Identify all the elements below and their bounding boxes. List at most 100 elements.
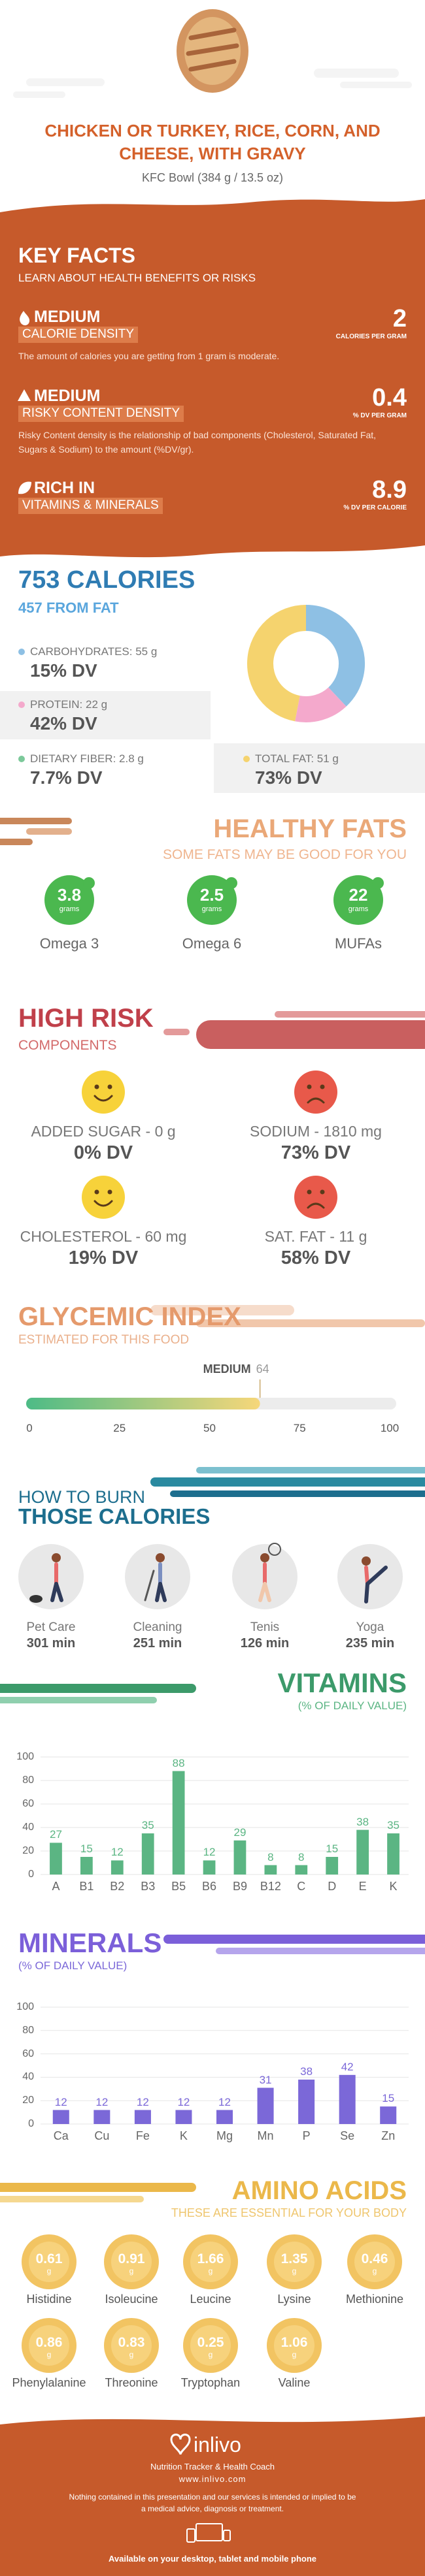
activity-icons: [18, 1543, 403, 1609]
macro-dv: 73% DV: [255, 767, 322, 788]
amino-unit: g: [292, 2266, 297, 2276]
bar: [172, 1771, 185, 1875]
x-tick-label: A: [52, 1880, 60, 1893]
face: [294, 1176, 337, 1219]
fat-circle-dot: [226, 877, 237, 889]
macro-dv: 7.7% DV: [30, 767, 103, 788]
footer-availability: Available on your desktop, tablet and mo…: [108, 2554, 317, 2564]
bar-value-label: 15: [382, 2092, 395, 2105]
risk-dv: 19% DV: [68, 1248, 139, 1268]
bar: [50, 1843, 62, 1875]
gauge-level: MEDIUM: [203, 1362, 251, 1376]
fact-value: 8.9: [372, 476, 407, 504]
section-title: AMINO ACIDS: [231, 2176, 407, 2205]
x-tick-label: Ca: [53, 2129, 69, 2142]
bar-value-label: 88: [172, 1756, 185, 1769]
bar-value-label: 35: [387, 1819, 400, 1831]
amino-value: 0.61: [35, 2251, 63, 2266]
calories-title: 753 CALORIES: [18, 566, 196, 594]
face-eye: [94, 1084, 99, 1089]
chart-subtitle: (% OF DAILY VALUE): [298, 1699, 407, 1712]
amino-unit: g: [292, 2350, 297, 2359]
bar: [380, 2106, 397, 2124]
fact-name: CALORIE DENSITY: [18, 327, 139, 343]
activity-time: 301 min: [26, 1636, 76, 1650]
macro-label: PROTEIN: 22 g: [30, 698, 108, 711]
calories-from-fat: 457 FROM FAT: [18, 600, 119, 616]
fat-circle-dot: [83, 877, 95, 889]
amino-circle-inner: [190, 2325, 231, 2366]
risk-decor: [163, 1011, 425, 1049]
amino-circle-inner: [111, 2242, 152, 2282]
fat-value: 3.8: [57, 885, 82, 905]
y-tick-label: 80: [22, 2024, 34, 2036]
bar-value-label: 12: [177, 2095, 190, 2108]
food-image: [177, 9, 248, 93]
x-tick-label: Fe: [135, 2129, 150, 2142]
amino-value: 1.35: [280, 2251, 308, 2266]
amino-unit: g: [208, 2266, 213, 2276]
bar-value-label: 8: [298, 1850, 305, 1863]
risk-label: ADDED SUGAR - 0 g: [31, 1123, 176, 1140]
amino-value: 0.91: [118, 2251, 145, 2266]
activity-name: Yoga: [356, 1620, 384, 1634]
macro-dot: [18, 756, 25, 762]
bar: [134, 2110, 151, 2124]
fats-decor: [0, 818, 72, 845]
bar: [80, 1857, 93, 1875]
x-tick-label: Cu: [94, 2129, 110, 2142]
face-eye: [107, 1189, 112, 1195]
chart-subtitle: (% OF DAILY VALUE): [18, 1959, 128, 1972]
amino-value: 0.25: [197, 2335, 224, 2350]
bar: [387, 1833, 400, 1875]
bar: [298, 2079, 315, 2124]
chart-title: MINERALS: [18, 1927, 162, 1958]
footer-tagline: Nutrition Tracker & Health Coach: [150, 2462, 275, 2471]
section-subtitle: LEARN ABOUT HEALTH BENEFITS OR RISKS: [18, 272, 256, 284]
bar: [203, 1860, 216, 1875]
bar: [339, 2074, 356, 2124]
x-tick-label: B1: [79, 1880, 94, 1893]
y-tick-label: 20: [22, 1845, 34, 1856]
section-subtitle: THOSE CALORIES: [18, 1504, 211, 1528]
face-eye: [94, 1189, 99, 1195]
gauge-tick-label: 75: [293, 1422, 306, 1434]
activity-time: 251 min: [133, 1636, 182, 1650]
bar: [264, 1865, 277, 1875]
gauge-tick-label: 50: [203, 1422, 216, 1434]
section-subtitle: SOME FATS MAY BE GOOD FOR YOU: [162, 847, 407, 862]
face-mouth: [307, 1202, 325, 1209]
face: [82, 1071, 125, 1114]
face-mouth: [94, 1095, 113, 1102]
x-tick-label: B12: [260, 1880, 281, 1893]
amino-name: Tryptophan: [180, 2376, 241, 2389]
fat-unit: grams: [59, 905, 80, 913]
section-title: HEALTHY FATS: [213, 814, 407, 843]
y-tick-label: 0: [28, 2118, 34, 2129]
x-tick-label: Zn: [381, 2129, 396, 2142]
face-eye: [307, 1084, 312, 1089]
amino-circle-inner: [111, 2325, 152, 2366]
fact-value: 2: [392, 305, 407, 332]
bar-value-label: 8: [267, 1850, 274, 1863]
y-tick-label: 60: [22, 1798, 34, 1809]
bar-value-label: 12: [110, 1846, 124, 1859]
vitamins-decor: [0, 1684, 196, 1703]
amino-unit: g: [129, 2350, 134, 2359]
amino-name: Valine: [278, 2376, 311, 2389]
fact-description: Risky Content density is the relationshi…: [18, 430, 377, 455]
risk-dv: 73% DV: [280, 1142, 351, 1163]
x-tick-label: K: [389, 1880, 398, 1893]
fat-value: 22: [348, 885, 368, 905]
fact-description: The amount of calories you are getting f…: [18, 351, 280, 361]
y-tick-label: 80: [22, 1775, 34, 1786]
risk-label: SODIUM - 1810 mg: [250, 1123, 382, 1140]
face-mouth: [307, 1097, 325, 1104]
y-tick-label: 100: [16, 1751, 34, 1762]
bar-value-label: 12: [95, 2095, 109, 2108]
bar-value-label: 12: [136, 2095, 149, 2108]
face-eye: [107, 1084, 112, 1089]
section-title: HOW TO BURN: [18, 1487, 146, 1507]
fact-level: MEDIUM: [34, 387, 101, 405]
amino-name: Isoleucine: [105, 2293, 158, 2306]
